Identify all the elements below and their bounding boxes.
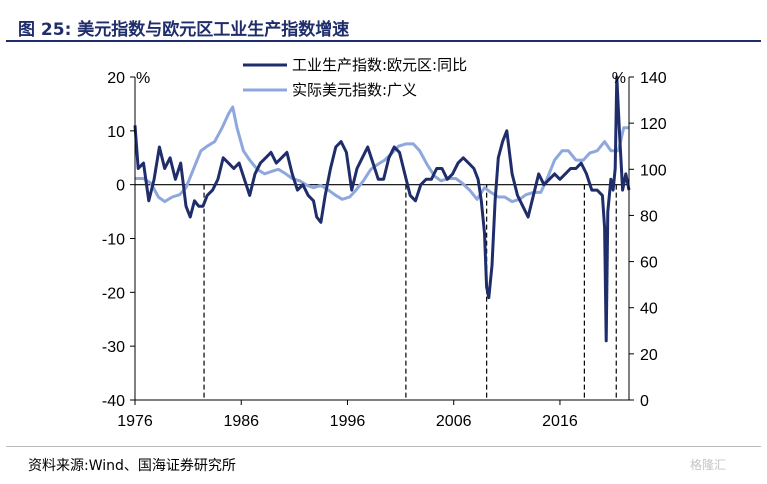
left-tick-label: 10: [107, 124, 125, 141]
right-tick-label: 60: [640, 255, 658, 272]
right-tick-label: 40: [640, 301, 658, 318]
x-tick-label: 1976: [117, 413, 153, 430]
source-note: 资料来源:Wind、国海证券研究所: [28, 458, 236, 474]
x-tick-label: 2006: [436, 413, 472, 430]
right-tick-label: 80: [640, 208, 658, 225]
right-tick-label: 120: [640, 116, 667, 133]
x-tick-label: 2016: [542, 413, 578, 430]
source-divider: [6, 446, 761, 447]
left-tick-label: -10: [102, 232, 125, 249]
left-tick-label: -40: [102, 393, 125, 410]
figure-title-bar: 图 25: 美元指数与欧元区工业生产指数增速: [6, 2, 761, 42]
x-tick-label: 1996: [330, 413, 366, 430]
left-tick-label: 20: [107, 70, 125, 87]
left-axis-unit: %: [136, 70, 150, 87]
left-tick-label: -30: [102, 339, 125, 356]
left-tick-label: -20: [102, 285, 125, 302]
legend-label: 工业生产指数:欧元区:同比: [292, 56, 467, 74]
right-axis-unit: %: [612, 70, 626, 87]
x-tick-label: 1986: [223, 413, 259, 430]
right-tick-label: 140: [640, 70, 667, 87]
figure-title: 图 25: 美元指数与欧元区工业生产指数增速: [18, 20, 350, 40]
series-lines: [133, 75, 631, 343]
watermark-logo: 格隆汇: [690, 458, 727, 472]
recession-markers: [203, 184, 617, 400]
right-tick-label: 100: [640, 162, 667, 179]
series-line-left: [133, 75, 631, 343]
series-line-right: [135, 105, 629, 204]
legend-label: 实际美元指数:广义: [292, 81, 417, 99]
right-tick-label: 0: [640, 393, 649, 410]
left-tick-label: 0: [116, 178, 125, 195]
right-tick-label: 20: [640, 347, 658, 364]
